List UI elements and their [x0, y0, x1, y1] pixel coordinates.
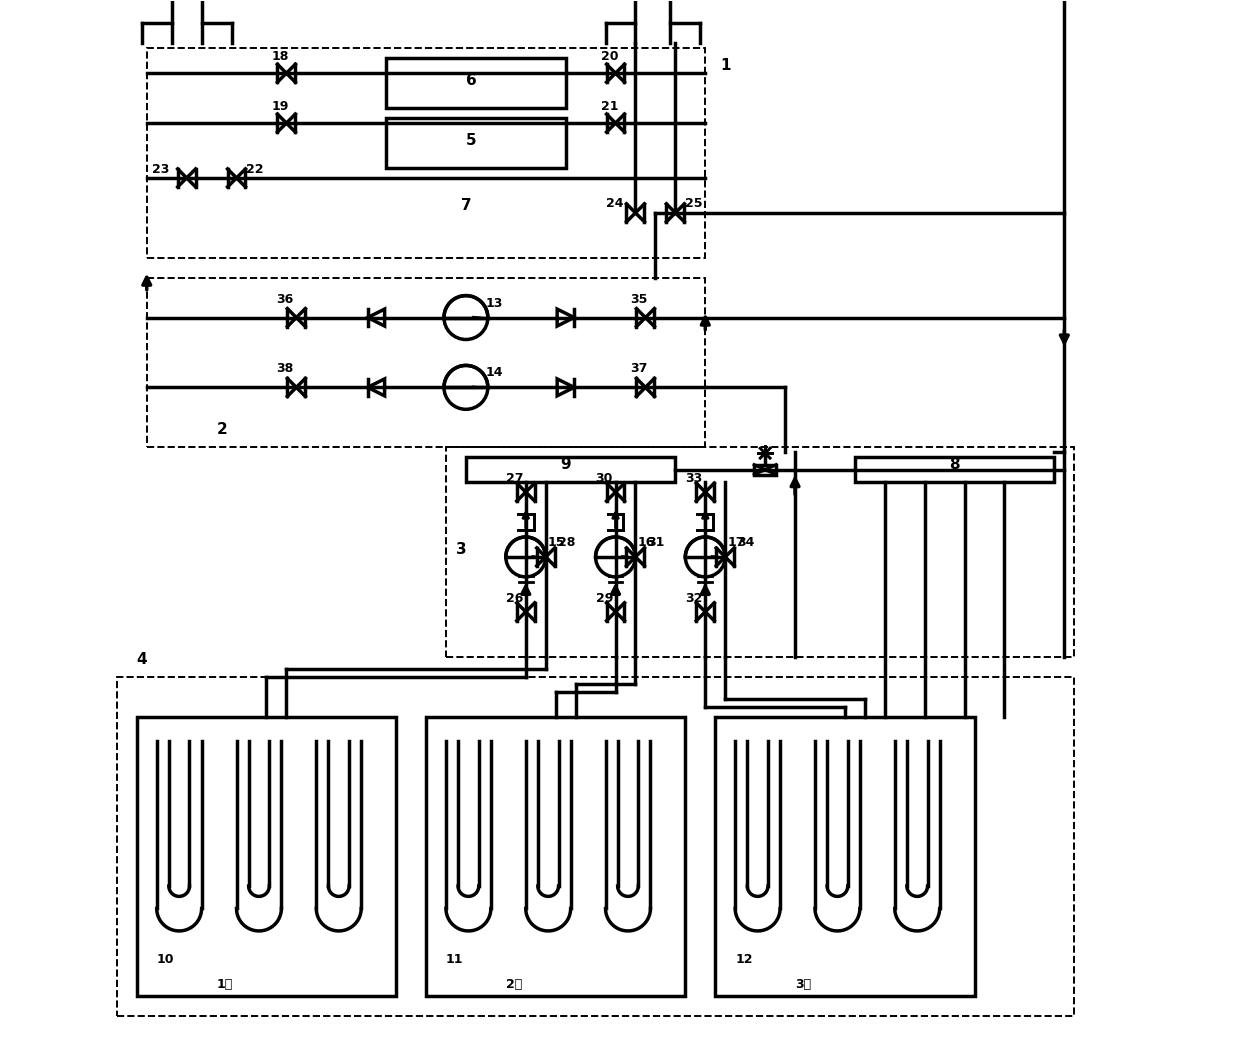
- Text: 24: 24: [605, 197, 622, 210]
- Bar: [446, 447, 1074, 656]
- Circle shape: [686, 537, 725, 577]
- Text: 2区: 2区: [506, 978, 522, 990]
- Polygon shape: [621, 555, 634, 558]
- Polygon shape: [472, 386, 486, 389]
- Text: 7: 7: [460, 198, 471, 212]
- Text: 3区: 3区: [795, 978, 811, 990]
- Text: 8: 8: [950, 457, 960, 472]
- Text: 26: 26: [506, 592, 523, 605]
- Text: 36: 36: [277, 293, 294, 305]
- Text: 4: 4: [136, 651, 148, 667]
- Text: 19: 19: [272, 100, 289, 113]
- Text: 18: 18: [272, 51, 289, 63]
- Bar: [386, 118, 565, 168]
- Text: 37: 37: [630, 363, 647, 375]
- Text: 21: 21: [600, 100, 618, 113]
- Text: 5: 5: [465, 133, 476, 148]
- Text: 20: 20: [600, 51, 618, 63]
- Text: 1: 1: [720, 58, 730, 73]
- Circle shape: [444, 366, 487, 409]
- Text: 11: 11: [446, 952, 464, 966]
- Bar: [117, 676, 1074, 1016]
- Bar: [754, 465, 776, 475]
- Text: 9: 9: [560, 457, 570, 472]
- Text: 31: 31: [647, 536, 665, 549]
- Polygon shape: [712, 555, 723, 558]
- Text: 33: 33: [686, 472, 703, 485]
- Text: 22: 22: [247, 163, 264, 175]
- Bar: [854, 458, 1054, 482]
- Circle shape: [506, 537, 546, 577]
- Bar: [146, 49, 706, 258]
- Bar: [386, 58, 565, 108]
- Text: 3: 3: [456, 542, 466, 557]
- Bar: [715, 717, 975, 996]
- Circle shape: [595, 537, 635, 577]
- Text: 15: 15: [548, 536, 565, 549]
- Text: 14: 14: [486, 367, 503, 379]
- Text: 12: 12: [735, 952, 753, 966]
- Text: 13: 13: [486, 297, 503, 310]
- Text: 29: 29: [595, 592, 613, 605]
- Text: 27: 27: [506, 472, 523, 485]
- Bar: [466, 458, 676, 482]
- Text: 38: 38: [277, 363, 294, 375]
- Text: 1区: 1区: [217, 978, 233, 990]
- Text: 16: 16: [637, 536, 655, 549]
- Text: 28: 28: [558, 536, 575, 549]
- Text: 6: 6: [465, 73, 476, 88]
- Text: 25: 25: [686, 197, 703, 210]
- Text: 35: 35: [630, 293, 647, 305]
- Polygon shape: [532, 555, 543, 558]
- Text: 10: 10: [156, 952, 175, 966]
- Bar: [146, 278, 706, 447]
- Text: 2: 2: [217, 422, 227, 438]
- Text: 32: 32: [686, 592, 703, 605]
- Bar: [136, 717, 396, 996]
- Circle shape: [444, 296, 487, 339]
- Text: 23: 23: [151, 163, 169, 175]
- Polygon shape: [472, 316, 486, 319]
- Text: 34: 34: [738, 536, 755, 549]
- Text: 30: 30: [595, 472, 613, 485]
- Text: 17: 17: [727, 536, 745, 549]
- Bar: [427, 717, 686, 996]
